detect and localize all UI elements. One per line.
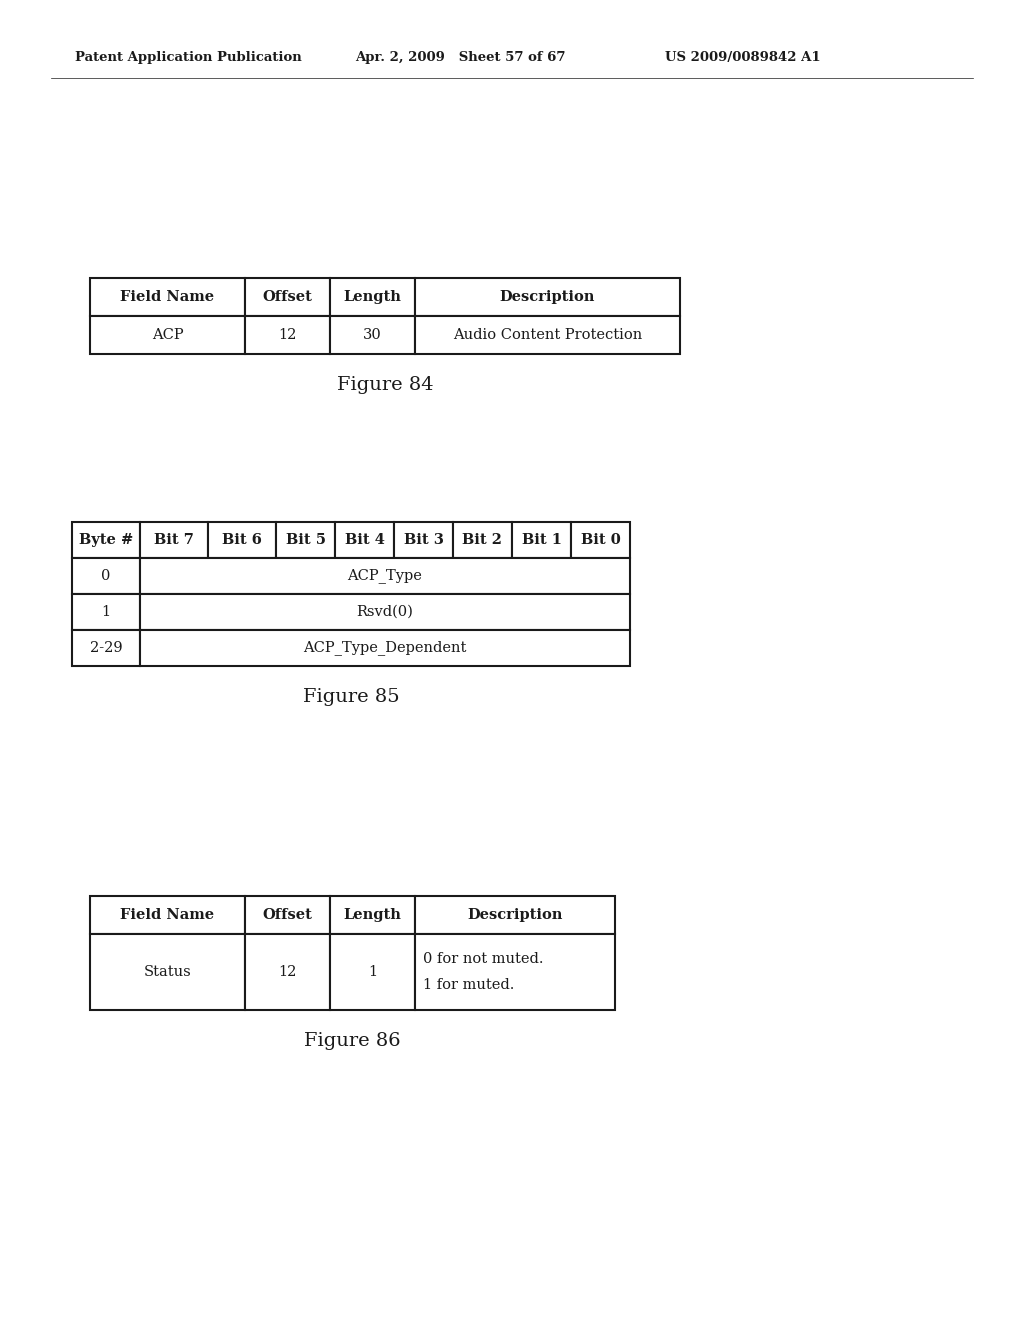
Text: Apr. 2, 2009   Sheet 57 of 67: Apr. 2, 2009 Sheet 57 of 67 <box>355 51 565 65</box>
Text: 30: 30 <box>364 327 382 342</box>
Text: Bit 1: Bit 1 <box>521 533 561 546</box>
Text: Rsvd(0): Rsvd(0) <box>356 605 414 619</box>
Bar <box>330 315 415 354</box>
Bar <box>512 521 571 558</box>
Text: Description: Description <box>467 908 562 921</box>
Bar <box>72 630 140 667</box>
Text: Description: Description <box>500 290 595 304</box>
Text: 2-29: 2-29 <box>90 642 122 655</box>
Text: Status: Status <box>143 965 191 979</box>
Text: Field Name: Field Name <box>121 908 215 921</box>
Bar <box>72 521 140 558</box>
Text: 1: 1 <box>101 605 111 619</box>
Text: Bit 0: Bit 0 <box>581 533 621 546</box>
Text: 0 for not muted.: 0 for not muted. <box>423 952 544 966</box>
Text: Byte #: Byte # <box>79 533 133 546</box>
Bar <box>90 315 245 354</box>
Bar <box>330 935 415 1010</box>
Bar <box>72 594 140 630</box>
Text: ACP_Type_Dependent: ACP_Type_Dependent <box>303 640 467 656</box>
Bar <box>90 279 245 315</box>
Text: Bit 2: Bit 2 <box>463 533 503 546</box>
Text: Figure 86: Figure 86 <box>304 1032 400 1049</box>
Text: Bit 4: Bit 4 <box>344 533 384 546</box>
Bar <box>330 896 415 935</box>
Bar <box>208 521 276 558</box>
Text: ACP: ACP <box>152 327 183 342</box>
Bar <box>415 935 615 1010</box>
Bar <box>140 594 630 630</box>
Text: 12: 12 <box>279 965 297 979</box>
Text: Bit 6: Bit 6 <box>222 533 262 546</box>
Bar <box>330 279 415 315</box>
Text: Patent Application Publication: Patent Application Publication <box>75 51 302 65</box>
Bar <box>415 279 680 315</box>
Bar <box>90 935 245 1010</box>
Bar <box>245 935 330 1010</box>
Text: 1: 1 <box>368 965 377 979</box>
Text: 12: 12 <box>279 327 297 342</box>
Bar <box>276 521 335 558</box>
Text: Offset: Offset <box>262 290 312 304</box>
Bar <box>415 896 615 935</box>
Bar <box>90 896 245 935</box>
Bar <box>571 521 630 558</box>
Text: Offset: Offset <box>262 908 312 921</box>
Bar <box>72 558 140 594</box>
Text: 0: 0 <box>101 569 111 583</box>
Text: 1 for muted.: 1 for muted. <box>423 978 514 991</box>
Bar <box>453 521 512 558</box>
Text: Figure 85: Figure 85 <box>303 688 399 706</box>
Bar <box>245 315 330 354</box>
Bar <box>335 521 394 558</box>
Text: ACP_Type: ACP_Type <box>347 569 423 583</box>
Text: Field Name: Field Name <box>121 290 215 304</box>
Bar <box>140 521 208 558</box>
Bar <box>394 521 453 558</box>
Text: Length: Length <box>344 290 401 304</box>
Bar <box>245 896 330 935</box>
Text: Figure 84: Figure 84 <box>337 376 433 393</box>
Bar <box>140 630 630 667</box>
Text: US 2009/0089842 A1: US 2009/0089842 A1 <box>665 51 820 65</box>
Bar <box>140 558 630 594</box>
Text: Bit 3: Bit 3 <box>403 533 443 546</box>
Bar <box>415 315 680 354</box>
Text: Bit 5: Bit 5 <box>286 533 326 546</box>
Text: Bit 7: Bit 7 <box>154 533 194 546</box>
Text: Length: Length <box>344 908 401 921</box>
Text: Audio Content Protection: Audio Content Protection <box>453 327 642 342</box>
Bar <box>245 279 330 315</box>
